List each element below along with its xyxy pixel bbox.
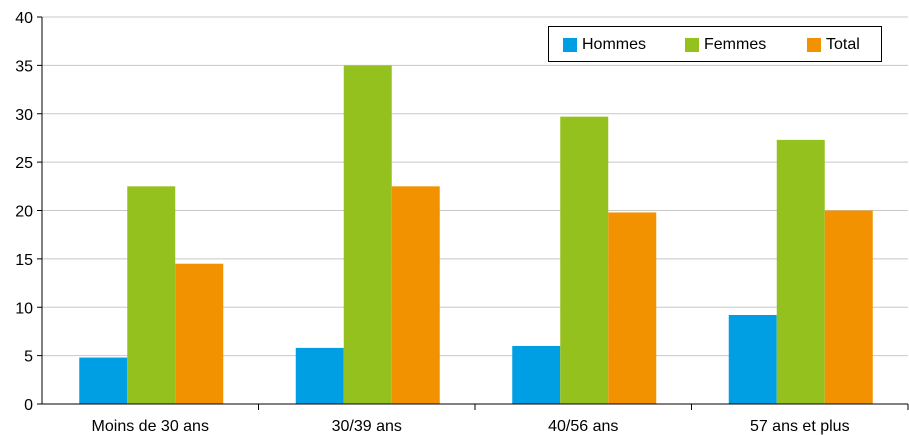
bar-femmes-3	[776, 139, 825, 404]
bar-hommes-3	[728, 314, 777, 404]
y-tick-label: 30	[15, 107, 33, 124]
bar-femmes-2	[560, 116, 609, 404]
legend-swatch-femmes	[685, 38, 699, 52]
x-tick-label: 40/56 ans	[548, 418, 618, 435]
y-tick-label: 25	[15, 155, 33, 172]
legend-label-total: Total	[826, 36, 860, 53]
bars-group	[79, 65, 873, 404]
bar-hommes-2	[512, 345, 561, 404]
bar-hommes-1	[295, 347, 344, 404]
bar-total-3	[824, 210, 873, 404]
legend-swatch-hommes	[563, 38, 577, 52]
bar-hommes-0	[79, 357, 128, 404]
bar-total-2	[608, 212, 657, 404]
y-tick-label: 0	[24, 397, 33, 414]
x-tick-label: 30/39 ans	[332, 418, 402, 435]
legend-item-hommes: Hommes	[563, 36, 646, 54]
y-tick-labels: 0 5 10 15 20 25 30 35 40	[15, 10, 33, 414]
bar-total-1	[391, 186, 440, 404]
bar-femmes-0	[127, 186, 176, 404]
legend: Hommes Femmes Total	[548, 26, 882, 62]
bar-total-0	[175, 263, 224, 404]
legend-label-hommes: Hommes	[582, 36, 647, 53]
y-tick-label: 35	[15, 58, 33, 75]
axes-group	[37, 16, 909, 410]
legend-item-femmes: Femmes	[685, 36, 766, 54]
legend-item-total: Total	[807, 36, 860, 54]
y-tick-label: 15	[15, 252, 33, 269]
legend-label-femmes: Femmes	[704, 36, 767, 53]
x-tick-labels: Moins de 30 ans 30/39 ans 40/56 ans 57 ans …	[92, 418, 850, 435]
bar-femmes-1	[343, 65, 392, 404]
legend-swatch-total	[807, 38, 821, 52]
y-tick-label: 20	[15, 204, 33, 221]
y-tick-label: 10	[15, 300, 33, 317]
y-tick-label: 5	[24, 349, 33, 366]
x-tick-label: 57 ans et plus	[750, 418, 850, 435]
x-tick-label: Moins de 30 ans	[92, 418, 209, 435]
y-tick-label: 40	[15, 10, 33, 27]
